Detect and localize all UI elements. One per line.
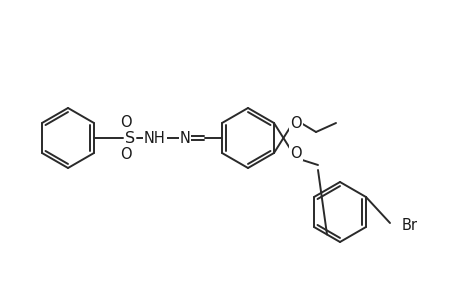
Text: S: S: [125, 130, 135, 146]
Text: Br: Br: [401, 218, 417, 232]
Text: O: O: [120, 115, 132, 130]
Text: O: O: [290, 146, 301, 160]
Text: N: N: [179, 130, 190, 146]
Text: O: O: [120, 146, 132, 161]
Text: NH: NH: [144, 130, 166, 146]
Text: O: O: [290, 116, 301, 130]
